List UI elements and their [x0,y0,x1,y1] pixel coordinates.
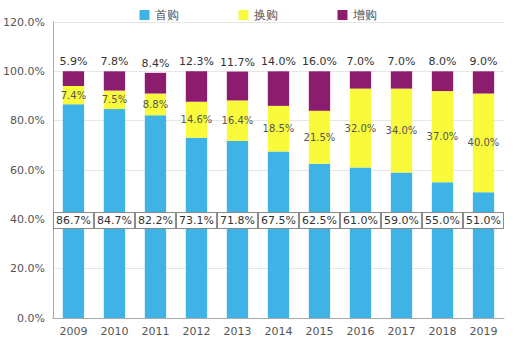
svg-text:67.5%: 67.5% [261,214,296,227]
svg-text:首购: 首购 [155,8,179,22]
svg-text:0.0%: 0.0% [17,312,45,325]
svg-text:14.0%: 14.0% [261,55,296,68]
svg-text:5.9%: 5.9% [59,55,87,68]
svg-text:9.0%: 9.0% [470,55,498,68]
svg-text:40.0%: 40.0% [10,213,45,226]
svg-text:20.0%: 20.0% [10,262,45,275]
svg-text:7.8%: 7.8% [100,55,128,68]
svg-text:2014: 2014 [264,325,292,338]
svg-text:12.3%: 12.3% [179,55,214,68]
svg-text:2018: 2018 [428,325,456,338]
svg-text:100.0%: 100.0% [3,65,45,78]
svg-text:2015: 2015 [305,325,333,338]
svg-text:37.0%: 37.0% [427,131,459,142]
svg-text:11.7%: 11.7% [220,56,255,69]
svg-text:34.0%: 34.0% [386,125,418,136]
svg-text:84.7%: 84.7% [97,214,132,227]
svg-text:80.0%: 80.0% [10,114,45,127]
svg-text:2019: 2019 [469,325,497,338]
svg-text:86.7%: 86.7% [56,214,91,227]
svg-text:82.2%: 82.2% [138,214,173,227]
svg-text:55.0%: 55.0% [425,214,460,227]
svg-text:14.6%: 14.6% [181,114,213,125]
svg-text:61.0%: 61.0% [343,214,378,227]
svg-text:16.0%: 16.0% [302,55,337,68]
svg-text:2009: 2009 [59,325,87,338]
svg-text:16.4%: 16.4% [222,115,254,126]
svg-text:21.5%: 21.5% [304,132,336,143]
svg-text:62.5%: 62.5% [302,214,337,227]
svg-text:2011: 2011 [141,325,169,338]
svg-text:8.0%: 8.0% [429,55,457,68]
svg-text:换购: 换购 [254,8,278,22]
svg-text:120.0%: 120.0% [3,16,45,29]
svg-text:7.4%: 7.4% [61,90,86,101]
svg-text:59.0%: 59.0% [384,214,419,227]
svg-text:40.0%: 40.0% [468,137,500,148]
svg-text:7.5%: 7.5% [102,94,127,105]
svg-text:2017: 2017 [387,325,415,338]
svg-text:7.0%: 7.0% [347,55,375,68]
svg-text:2013: 2013 [223,325,251,338]
svg-text:32.0%: 32.0% [345,123,377,134]
svg-text:2010: 2010 [100,325,128,338]
svg-text:18.5%: 18.5% [263,123,295,134]
svg-text:增购: 增购 [352,8,377,22]
svg-text:7.0%: 7.0% [388,55,416,68]
svg-text:60.0%: 60.0% [10,164,45,177]
svg-text:51.0%: 51.0% [466,214,501,227]
svg-text:73.1%: 73.1% [179,214,214,227]
svg-text:71.8%: 71.8% [220,214,255,227]
svg-text:2016: 2016 [346,325,374,338]
svg-text:8.4%: 8.4% [141,57,169,70]
svg-text:8.8%: 8.8% [143,99,168,110]
svg-text:2012: 2012 [182,325,210,338]
